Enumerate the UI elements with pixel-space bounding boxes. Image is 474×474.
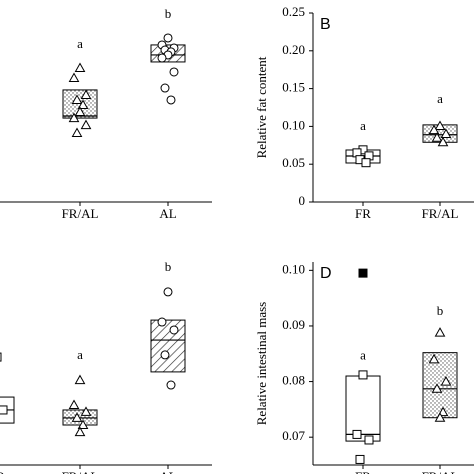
point bbox=[169, 67, 179, 77]
significance-letter: b bbox=[437, 303, 444, 318]
y-tick-label: 0.15 bbox=[282, 80, 305, 95]
point bbox=[166, 380, 176, 390]
point bbox=[431, 132, 443, 142]
point bbox=[358, 370, 368, 380]
point bbox=[74, 374, 86, 385]
point bbox=[355, 454, 365, 464]
point bbox=[434, 120, 446, 131]
significance-letter: a bbox=[77, 347, 83, 362]
point bbox=[358, 268, 368, 278]
point bbox=[169, 325, 179, 335]
point bbox=[80, 89, 92, 100]
y-tick-label: 0.09 bbox=[282, 317, 305, 332]
x-tick-label: AL bbox=[159, 206, 176, 221]
significance-letter: a bbox=[437, 91, 443, 106]
x-tick-label: FR/AL bbox=[422, 206, 459, 221]
x-tick-label: FR/AL bbox=[422, 469, 459, 474]
y-tick-label: 0 bbox=[299, 193, 306, 208]
y-tick-label: 0.07 bbox=[282, 428, 305, 443]
box bbox=[345, 375, 381, 442]
point bbox=[80, 119, 92, 130]
point bbox=[434, 412, 446, 422]
point bbox=[68, 72, 80, 83]
point bbox=[71, 94, 83, 104]
y-tick-label: 0.20 bbox=[282, 42, 305, 57]
point bbox=[68, 399, 80, 410]
point bbox=[352, 429, 362, 439]
panel-label: D bbox=[320, 265, 332, 282]
point bbox=[437, 136, 449, 147]
point bbox=[163, 33, 173, 43]
point bbox=[77, 99, 89, 110]
y-tick-label: 0.10 bbox=[282, 261, 305, 276]
point bbox=[71, 412, 83, 422]
significance-letter: a bbox=[360, 348, 366, 363]
box bbox=[422, 352, 458, 419]
x-tick-label: FR/AL bbox=[62, 206, 99, 221]
x-tick-label: FR bbox=[355, 206, 371, 221]
point bbox=[157, 317, 167, 327]
point bbox=[160, 350, 170, 360]
point bbox=[361, 158, 371, 168]
point bbox=[80, 406, 92, 416]
point bbox=[0, 352, 2, 362]
point bbox=[364, 435, 374, 445]
significance-letter: b bbox=[165, 259, 172, 274]
point bbox=[160, 83, 170, 93]
point bbox=[74, 106, 86, 117]
point bbox=[0, 405, 8, 415]
point bbox=[157, 53, 167, 63]
significance-letter: b bbox=[165, 6, 172, 21]
point bbox=[163, 287, 173, 297]
point bbox=[434, 327, 446, 337]
panel-label: B bbox=[320, 16, 331, 33]
point bbox=[431, 383, 443, 393]
point bbox=[440, 376, 452, 386]
box bbox=[150, 319, 186, 373]
point bbox=[428, 353, 440, 364]
x-tick-label: FR bbox=[355, 469, 371, 474]
point bbox=[74, 426, 86, 437]
y-tick-label: 0.08 bbox=[282, 373, 305, 388]
y-tick-label: 0.25 bbox=[282, 4, 305, 19]
y-tick-label: 0.05 bbox=[282, 155, 305, 170]
x-tick-label: AL bbox=[159, 469, 176, 474]
point bbox=[440, 128, 452, 138]
point bbox=[71, 127, 83, 138]
point bbox=[428, 124, 440, 135]
x-tick-label: FR/AL bbox=[62, 469, 99, 474]
point bbox=[68, 112, 80, 123]
y-tick-label: 0.10 bbox=[282, 117, 305, 132]
y-axis-label: Relative fat content bbox=[254, 56, 269, 158]
significance-letter: a bbox=[77, 36, 83, 51]
point bbox=[74, 62, 86, 72]
y-axis-label: Relative intestinal mass bbox=[254, 302, 269, 425]
point bbox=[77, 419, 89, 430]
significance-letter: a bbox=[360, 118, 366, 133]
point bbox=[166, 95, 176, 105]
x-tick-label: FR bbox=[0, 469, 5, 474]
